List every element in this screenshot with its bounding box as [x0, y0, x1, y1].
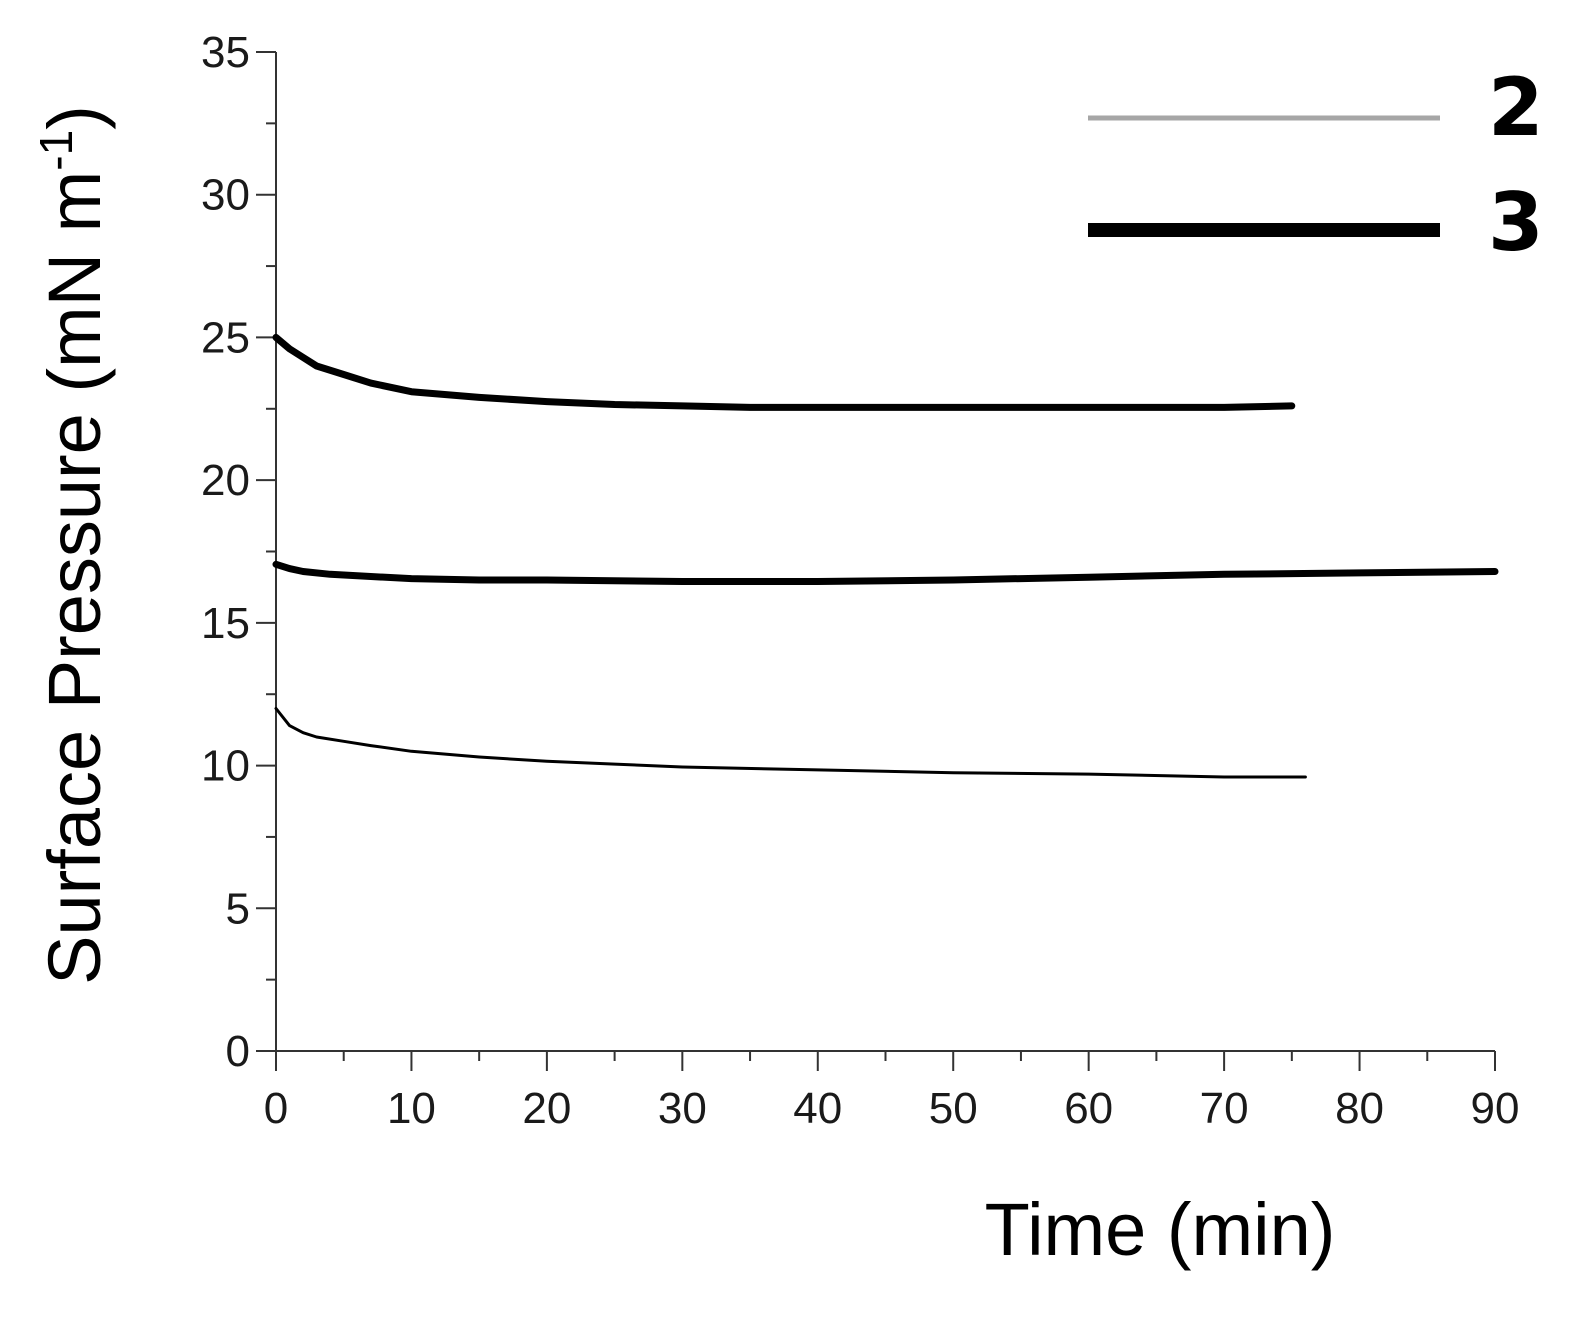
x-tick-label: 90 — [1471, 1084, 1520, 1133]
series-line-2 — [272, 560, 1499, 585]
y-tick-label: 5 — [226, 884, 250, 933]
y-axis-title-superscript: -1 — [30, 130, 82, 171]
y-tick-label: 15 — [201, 599, 250, 648]
y-axis-title: Surface Pressure (mN m-1) — [30, 105, 116, 985]
y-tick-label: 25 — [201, 313, 250, 362]
data-series — [272, 333, 1499, 779]
series-line-3 — [274, 707, 1307, 779]
y-axis-title-main: Surface Pressure (mN m — [33, 171, 116, 985]
y-tick-label: 0 — [226, 1027, 250, 1076]
x-tick-label: 80 — [1335, 1084, 1384, 1133]
x-tick-label: 50 — [929, 1084, 978, 1133]
y-tick-label: 35 — [201, 28, 250, 77]
x-tick-label: 0 — [264, 1084, 288, 1133]
legend-label-3: 3 — [1488, 176, 1544, 269]
x-tick-label: 60 — [1064, 1084, 1113, 1133]
y-axis-ticks: 0 5 10 15 20 25 30 35 — [201, 28, 276, 1076]
legend: 2 3 — [1088, 61, 1544, 269]
x-tick-label: 40 — [793, 1084, 842, 1133]
x-axis-ticks: 0 10 20 30 40 50 60 70 80 90 — [264, 1051, 1520, 1133]
y-axis-title-close: ) — [33, 105, 116, 130]
x-tick-label: 10 — [387, 1084, 436, 1133]
x-tick-label: 30 — [658, 1084, 707, 1133]
y-tick-label: 20 — [201, 456, 250, 505]
legend-label-2: 2 — [1488, 61, 1544, 154]
x-tick-label: 20 — [522, 1084, 571, 1133]
series-line-1 — [272, 333, 1296, 411]
y-tick-label: 30 — [201, 171, 250, 220]
x-tick-label: 70 — [1200, 1084, 1249, 1133]
y-tick-label: 10 — [201, 742, 250, 791]
x-axis-title: Time (min) — [985, 1188, 1336, 1271]
